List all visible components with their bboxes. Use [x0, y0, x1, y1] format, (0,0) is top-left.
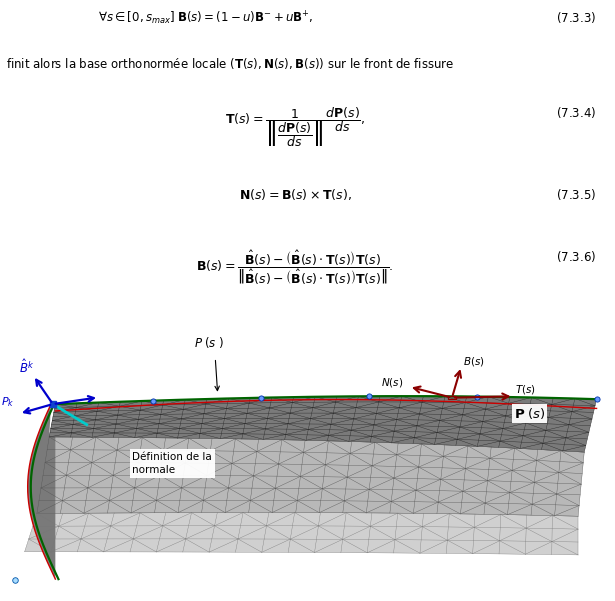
- Text: $(7.3.5)$: $(7.3.5)$: [557, 187, 597, 202]
- Text: $\mathbf{P}\;\left(s\right)$: $\mathbf{P}\;\left(s\right)$: [514, 406, 545, 421]
- Text: $(7.3.6)$: $(7.3.6)$: [557, 249, 597, 264]
- Text: $\mathbf{B}\left(s\right)=\dfrac{\hat{\mathbf{B}}\left(s\right)-\left(\hat{\math: $\mathbf{B}\left(s\right)=\dfrac{\hat{\m…: [196, 249, 394, 287]
- Text: $T(s)$: $T(s)$: [515, 383, 536, 396]
- Point: [148, 396, 157, 406]
- Text: $\mathbf{T}\left(s\right)=\dfrac{1}{\left\|\dfrac{d\mathbf{P}\left(s\right)}{ds}: $\mathbf{T}\left(s\right)=\dfrac{1}{\lef…: [225, 105, 365, 148]
- Text: $(7.3.4)$: $(7.3.4)$: [557, 105, 597, 120]
- Text: $\hat{B}^k$: $\hat{B}^k$: [19, 358, 34, 376]
- Point: [592, 394, 601, 404]
- Point: [364, 391, 374, 401]
- Text: $N(s)$: $N(s)$: [381, 376, 403, 389]
- Polygon shape: [28, 404, 55, 579]
- Point: [472, 392, 482, 401]
- Polygon shape: [25, 513, 578, 555]
- Text: $\mathbf{N}\left(s\right)=\mathbf{B}\left(s\right)\times\mathbf{T}\left(s\right): $\mathbf{N}\left(s\right)=\mathbf{B}\lef…: [239, 187, 352, 202]
- Point: [10, 576, 20, 585]
- Point: [49, 399, 59, 409]
- Text: $P_k$: $P_k$: [1, 395, 14, 409]
- Text: finit alors la base orthonormée locale $\left(\mathbf{T}\left(s\right),\mathbf{N: finit alors la base orthonormée locale $…: [6, 56, 454, 71]
- Bar: [448, 396, 456, 400]
- Text: Définition de la
normale: Définition de la normale: [132, 452, 212, 475]
- Polygon shape: [37, 437, 584, 516]
- Point: [256, 393, 266, 403]
- Text: $\forall s \in [0,s_{max}]\;\mathbf{B}\left(s\right)=\left(1-u\right)\mathbf{B}^: $\forall s \in [0,s_{max}]\;\mathbf{B}\l…: [98, 10, 314, 27]
- Text: $(7.3.3)$: $(7.3.3)$: [557, 10, 597, 25]
- Text: $B(s)$: $B(s)$: [463, 355, 485, 368]
- Polygon shape: [49, 396, 597, 452]
- Text: $P\;\left(s\;\right)$: $P\;\left(s\;\right)$: [194, 335, 224, 350]
